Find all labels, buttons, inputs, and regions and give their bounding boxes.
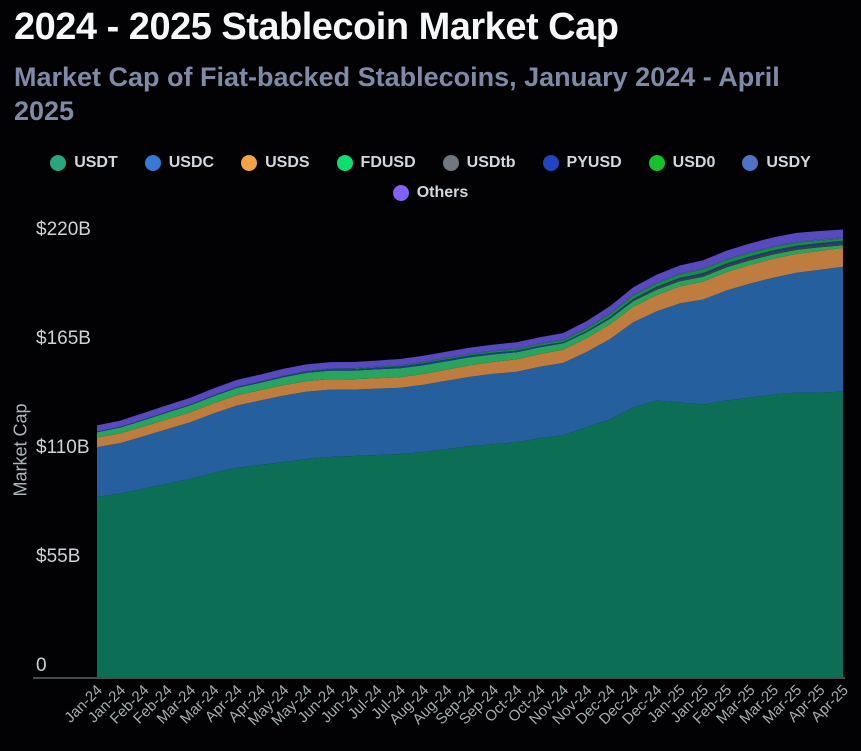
legend-item-label: USDT [74,154,118,171]
area-others[interactable] [97,229,843,432]
legend-row-1: USDT USDC USDS FDUSD USDtb PYUSD USD0 USDY [0,148,861,178]
legend-item-label: USDtb [466,154,516,171]
legend-item-usd0[interactable]: USD0 [648,154,716,172]
legend-dot-icon [542,155,559,171]
legend-dot-icon [392,185,409,201]
y-tick-label: $165B [36,328,91,349]
legend-dot-icon [442,155,459,171]
legend-dot-icon [241,155,258,171]
chart-title: 2024 - 2025 Stablecoin Market Cap [14,6,619,48]
legend-item-others[interactable]: Others [392,184,469,202]
legend-item-label: USD0 [672,154,716,171]
legend-item-label: FDUSD [360,154,416,171]
legend-item-label: USDC [168,154,215,171]
legend-dot-icon [144,155,161,171]
area-usdc[interactable] [97,266,843,497]
legend-item-usdtb[interactable]: USDtb [442,154,516,172]
legend-dot-icon [336,155,353,171]
area-usdt[interactable] [97,391,843,677]
y-tick-label: $220B [36,219,91,240]
legend-row-2: Others [0,178,861,208]
legend-dot-icon [50,155,67,171]
legend-dot-icon [648,155,665,171]
legend-item-label: USDS [265,154,310,171]
legend-item-pyusd[interactable]: PYUSD [542,154,622,172]
legend-dot-icon [742,155,759,171]
y-tick-label: 0 [36,655,47,676]
stacked-area-chart[interactable]: $220B$165B$110B$55B0Jan-24Jan-24Feb-24Fe… [0,215,861,751]
legend-item-usdt[interactable]: USDT [50,154,118,172]
legend-item-label: Others [416,184,469,201]
area-usds[interactable] [97,247,843,448]
y-tick-label: $55B [36,546,80,567]
y-tick-label: $110B [36,437,90,458]
legend-item-usds[interactable]: USDS [241,154,310,172]
area-fdusd[interactable] [97,245,843,438]
legend: USDT USDC USDS FDUSD USDtb PYUSD USD0 USDY Othe… [0,148,861,208]
legend-item-label: USDY [766,154,811,171]
chart-subtitle: Market Cap of Fiat-backed Stablecoins, J… [14,62,780,127]
legend-item-fdusd[interactable]: FDUSD [336,154,416,172]
legend-item-label: PYUSD [566,154,622,171]
legend-item-usdc[interactable]: USDC [144,154,215,172]
legend-item-usdy[interactable]: USDY [742,154,811,172]
